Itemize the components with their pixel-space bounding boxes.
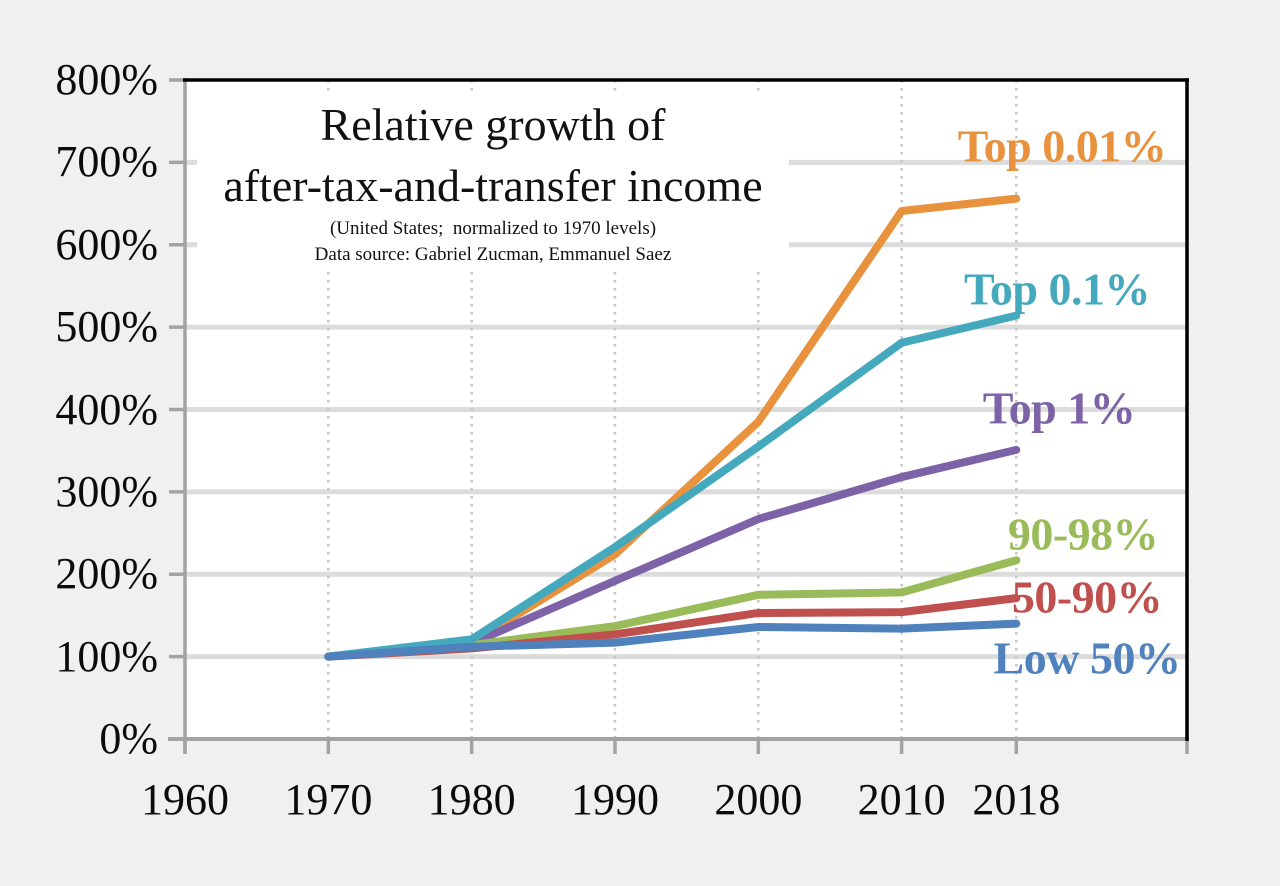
series-label-90-98: 90-98% xyxy=(1007,508,1159,560)
x-tick-label-1960: 1960 xyxy=(141,775,229,824)
series-label-top-1: Top 1% xyxy=(982,382,1136,434)
y-tick-label-700: 700% xyxy=(55,137,158,187)
x-tick-label-2000: 2000 xyxy=(714,775,803,824)
x-tick-label-1990: 1990 xyxy=(570,775,659,824)
y-tick-label-200: 200% xyxy=(55,549,158,599)
y-tick-label-100: 100% xyxy=(55,631,158,681)
x-tick-label-2010: 2010 xyxy=(857,775,946,824)
chart-subtitle: (United States; normalized to 1970 level… xyxy=(329,218,657,239)
chart-title-line-1: Relative growth of xyxy=(320,99,666,150)
series-label-low-50: Low 50% xyxy=(993,632,1181,684)
chart-data-source: Data source: Gabriel Zucman, Emmanuel Sa… xyxy=(314,244,672,265)
series-line-top-0-1 xyxy=(324,311,1021,661)
y-tick-label-800: 800% xyxy=(55,55,158,104)
chart-title-line-2: after-tax-and-transfer income xyxy=(223,160,763,211)
chart-title-block: Relative growth of after-tax-and-transfe… xyxy=(197,94,789,268)
y-tick-label-300: 300% xyxy=(55,466,158,516)
y-tick-label-500: 500% xyxy=(55,302,158,352)
y-tick-label-600: 600% xyxy=(55,219,158,269)
x-tick-label-1970: 1970 xyxy=(284,775,373,824)
y-tick-label-0: 0% xyxy=(99,714,158,763)
series-line-low-50 xyxy=(324,619,1021,661)
series-label-top-0-1: Top 0.1% xyxy=(963,263,1151,315)
x-tick-label-2018: 2018 xyxy=(972,775,1061,824)
series-label-top-0-01: Top 0.01% xyxy=(957,120,1167,172)
series-label-50-90: 50-90% xyxy=(1011,571,1163,623)
y-tick-label-400: 400% xyxy=(55,384,158,434)
x-tick-label-1980: 1980 xyxy=(427,775,516,824)
